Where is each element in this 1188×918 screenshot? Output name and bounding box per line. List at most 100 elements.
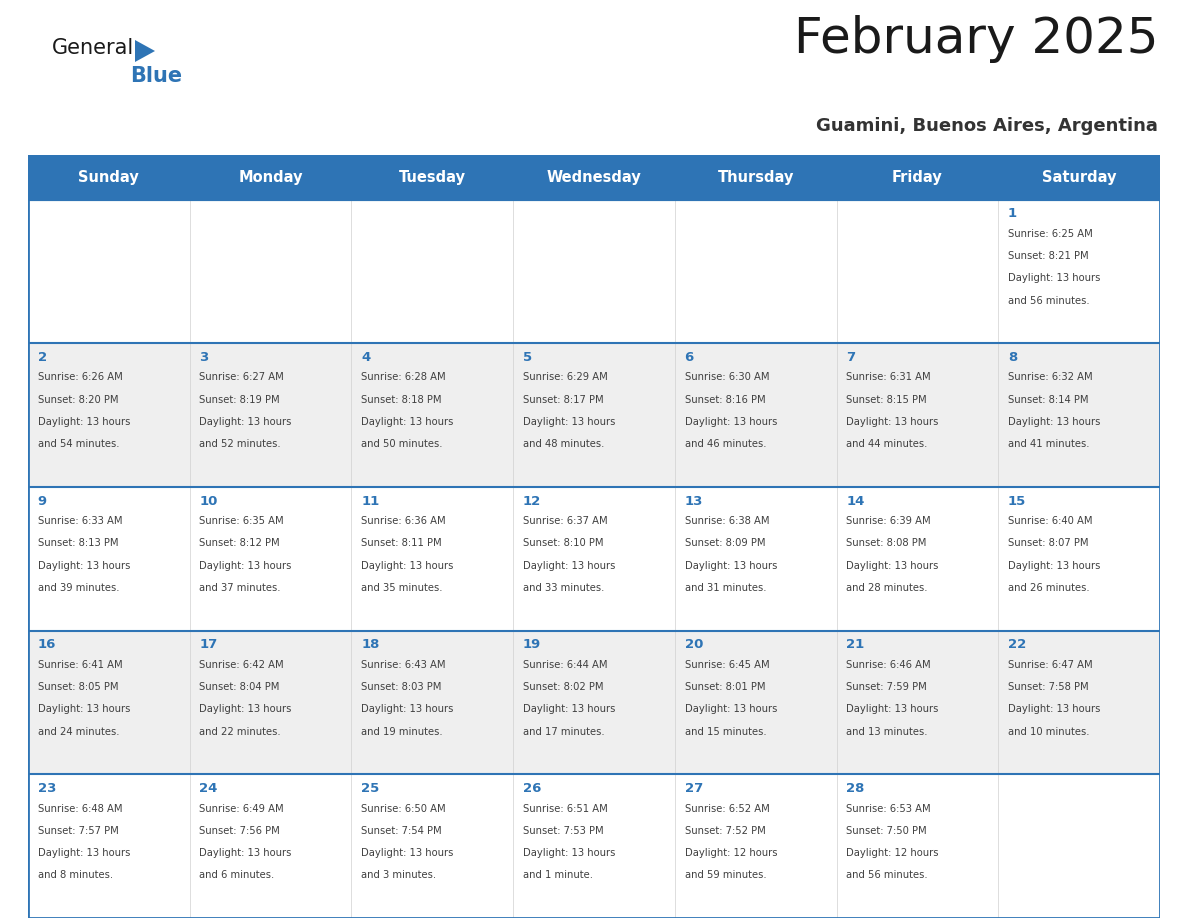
Text: 10: 10: [200, 495, 217, 508]
Text: Guamini, Buenos Aires, Argentina: Guamini, Buenos Aires, Argentina: [816, 117, 1158, 135]
Text: and 59 minutes.: and 59 minutes.: [684, 870, 766, 880]
Text: and 52 minutes.: and 52 minutes.: [200, 439, 282, 449]
Text: Sunset: 8:15 PM: Sunset: 8:15 PM: [846, 395, 927, 405]
Text: Wednesday: Wednesday: [546, 170, 642, 185]
Text: Sunrise: 6:36 AM: Sunrise: 6:36 AM: [361, 516, 446, 526]
Text: Sunset: 8:14 PM: Sunset: 8:14 PM: [1007, 395, 1088, 405]
Text: Thursday: Thursday: [718, 170, 794, 185]
Text: Sunset: 8:20 PM: Sunset: 8:20 PM: [38, 395, 118, 405]
Text: Sunrise: 6:51 AM: Sunrise: 6:51 AM: [523, 803, 607, 813]
Text: Daylight: 13 hours: Daylight: 13 hours: [200, 704, 292, 714]
Text: Sunrise: 6:46 AM: Sunrise: 6:46 AM: [846, 660, 931, 670]
Text: Sunset: 8:07 PM: Sunset: 8:07 PM: [1007, 539, 1088, 548]
Text: Friday: Friday: [892, 170, 943, 185]
Text: Daylight: 13 hours: Daylight: 13 hours: [1007, 274, 1100, 284]
Text: 19: 19: [523, 638, 541, 651]
Text: Sunrise: 6:25 AM: Sunrise: 6:25 AM: [1007, 229, 1093, 239]
Polygon shape: [135, 40, 154, 62]
Text: 6: 6: [684, 351, 694, 364]
Text: Monday: Monday: [239, 170, 303, 185]
Text: February 2025: February 2025: [794, 15, 1158, 63]
Text: 15: 15: [1007, 495, 1026, 508]
Text: Daylight: 13 hours: Daylight: 13 hours: [523, 848, 615, 858]
Text: Daylight: 13 hours: Daylight: 13 hours: [684, 704, 777, 714]
Text: Sunrise: 6:32 AM: Sunrise: 6:32 AM: [1007, 373, 1093, 383]
Text: and 31 minutes.: and 31 minutes.: [684, 583, 766, 593]
Text: Daylight: 13 hours: Daylight: 13 hours: [361, 848, 454, 858]
Text: Sunset: 8:02 PM: Sunset: 8:02 PM: [523, 682, 604, 692]
Text: 21: 21: [846, 638, 865, 651]
Text: and 19 minutes.: and 19 minutes.: [361, 727, 443, 736]
Text: Sunset: 8:11 PM: Sunset: 8:11 PM: [361, 539, 442, 548]
Text: Sunset: 8:10 PM: Sunset: 8:10 PM: [523, 539, 604, 548]
Text: and 41 minutes.: and 41 minutes.: [1007, 439, 1089, 449]
Bar: [29, 487, 1159, 631]
Text: Daylight: 13 hours: Daylight: 13 hours: [1007, 561, 1100, 571]
Text: 3: 3: [200, 351, 209, 364]
Text: Daylight: 13 hours: Daylight: 13 hours: [200, 561, 292, 571]
Text: Sunset: 8:18 PM: Sunset: 8:18 PM: [361, 395, 442, 405]
Text: Sunrise: 6:27 AM: Sunrise: 6:27 AM: [200, 373, 284, 383]
Text: Sunrise: 6:38 AM: Sunrise: 6:38 AM: [684, 516, 769, 526]
Text: Sunset: 8:16 PM: Sunset: 8:16 PM: [684, 395, 765, 405]
Text: 7: 7: [846, 351, 855, 364]
Text: Sunset: 8:19 PM: Sunset: 8:19 PM: [200, 395, 280, 405]
Text: 2: 2: [38, 351, 46, 364]
Text: Sunday: Sunday: [78, 170, 139, 185]
Text: Sunrise: 6:49 AM: Sunrise: 6:49 AM: [200, 803, 284, 813]
Text: Daylight: 13 hours: Daylight: 13 hours: [361, 704, 454, 714]
Text: Sunset: 7:53 PM: Sunset: 7:53 PM: [523, 826, 604, 835]
Text: Sunrise: 6:37 AM: Sunrise: 6:37 AM: [523, 516, 607, 526]
Text: Sunset: 8:13 PM: Sunset: 8:13 PM: [38, 539, 118, 548]
Text: Sunrise: 6:28 AM: Sunrise: 6:28 AM: [361, 373, 446, 383]
Text: 23: 23: [38, 782, 56, 795]
Text: 14: 14: [846, 495, 865, 508]
Text: 9: 9: [38, 495, 46, 508]
Text: Sunrise: 6:30 AM: Sunrise: 6:30 AM: [684, 373, 769, 383]
Text: Sunrise: 6:39 AM: Sunrise: 6:39 AM: [846, 516, 931, 526]
Text: Sunset: 8:09 PM: Sunset: 8:09 PM: [684, 539, 765, 548]
Text: Sunset: 8:03 PM: Sunset: 8:03 PM: [361, 682, 442, 692]
Text: Sunset: 7:50 PM: Sunset: 7:50 PM: [846, 826, 927, 835]
Text: 4: 4: [361, 351, 371, 364]
Text: 28: 28: [846, 782, 865, 795]
Text: and 24 minutes.: and 24 minutes.: [38, 727, 119, 736]
Text: and 17 minutes.: and 17 minutes.: [523, 727, 605, 736]
Text: General: General: [52, 38, 134, 58]
Text: 13: 13: [684, 495, 703, 508]
Text: 12: 12: [523, 495, 541, 508]
Text: Sunrise: 6:52 AM: Sunrise: 6:52 AM: [684, 803, 770, 813]
Text: Sunrise: 6:35 AM: Sunrise: 6:35 AM: [200, 516, 284, 526]
Text: Daylight: 13 hours: Daylight: 13 hours: [38, 417, 129, 427]
Text: Sunrise: 6:42 AM: Sunrise: 6:42 AM: [200, 660, 284, 670]
Text: Sunset: 7:54 PM: Sunset: 7:54 PM: [361, 826, 442, 835]
Text: Sunrise: 6:26 AM: Sunrise: 6:26 AM: [38, 373, 122, 383]
Text: Sunset: 7:58 PM: Sunset: 7:58 PM: [1007, 682, 1088, 692]
Text: and 10 minutes.: and 10 minutes.: [1007, 727, 1089, 736]
Text: Sunrise: 6:41 AM: Sunrise: 6:41 AM: [38, 660, 122, 670]
Text: Daylight: 13 hours: Daylight: 13 hours: [523, 704, 615, 714]
Text: and 56 minutes.: and 56 minutes.: [846, 870, 928, 880]
Text: Daylight: 13 hours: Daylight: 13 hours: [361, 561, 454, 571]
Text: and 26 minutes.: and 26 minutes.: [1007, 583, 1089, 593]
Text: Sunset: 7:52 PM: Sunset: 7:52 PM: [684, 826, 765, 835]
Text: Sunrise: 6:33 AM: Sunrise: 6:33 AM: [38, 516, 122, 526]
Text: and 1 minute.: and 1 minute.: [523, 870, 593, 880]
Text: and 28 minutes.: and 28 minutes.: [846, 583, 928, 593]
Text: Sunrise: 6:50 AM: Sunrise: 6:50 AM: [361, 803, 446, 813]
Text: Sunset: 8:05 PM: Sunset: 8:05 PM: [38, 682, 118, 692]
Text: 18: 18: [361, 638, 379, 651]
Text: 26: 26: [523, 782, 542, 795]
Text: 27: 27: [684, 782, 703, 795]
Text: and 48 minutes.: and 48 minutes.: [523, 439, 605, 449]
Text: and 33 minutes.: and 33 minutes.: [523, 583, 605, 593]
Text: Tuesday: Tuesday: [399, 170, 466, 185]
Text: Sunrise: 6:40 AM: Sunrise: 6:40 AM: [1007, 516, 1093, 526]
Text: and 46 minutes.: and 46 minutes.: [684, 439, 766, 449]
Text: and 37 minutes.: and 37 minutes.: [200, 583, 280, 593]
Text: and 22 minutes.: and 22 minutes.: [200, 727, 282, 736]
Text: Sunset: 8:21 PM: Sunset: 8:21 PM: [1007, 251, 1088, 261]
Text: Sunset: 8:08 PM: Sunset: 8:08 PM: [846, 539, 927, 548]
Text: 8: 8: [1007, 351, 1017, 364]
Text: 24: 24: [200, 782, 217, 795]
